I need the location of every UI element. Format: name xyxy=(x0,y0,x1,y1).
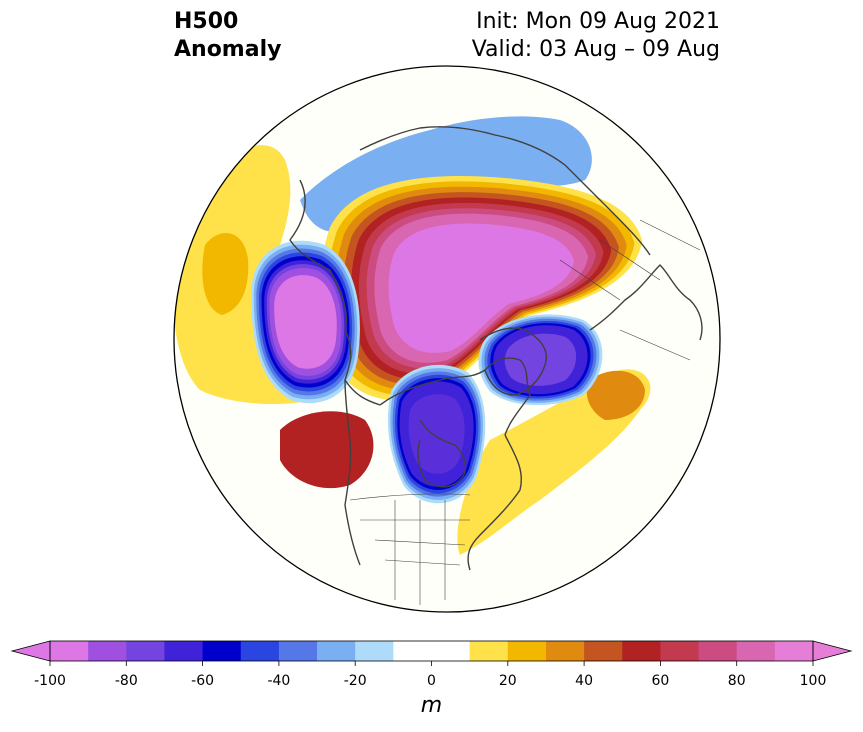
border-us-canada xyxy=(349,493,471,501)
coastline-us-west xyxy=(344,379,361,566)
colorbar-tick-label: -40 xyxy=(267,673,290,689)
border-us-states xyxy=(360,500,470,605)
anomaly-core xyxy=(202,233,249,315)
colorbar-bin xyxy=(698,641,738,661)
colorbar-tick-label: -20 xyxy=(344,673,367,689)
colorbar-tick-label: 80 xyxy=(728,673,746,689)
valid-time-text: Valid: 03 Aug – 09 Aug xyxy=(471,37,720,62)
colorbar-bin xyxy=(469,641,509,661)
init-time-text: Init: Mon 09 Aug 2021 xyxy=(476,9,720,34)
anomaly-hudson-trough xyxy=(387,364,486,504)
anomaly-atlantic-ridge xyxy=(586,370,645,420)
colorbar-bin xyxy=(88,641,127,661)
colorbar-bin xyxy=(660,641,700,661)
colorbar-bin xyxy=(317,641,356,661)
colorbar-bin xyxy=(774,641,814,661)
colorbar-tick-label: 0 xyxy=(427,673,436,689)
colorbar-tick-label: -60 xyxy=(191,673,214,689)
colorbar-tick-label: -80 xyxy=(115,673,138,689)
colorbar-bin xyxy=(431,641,471,661)
colorbar-tick-label: -100 xyxy=(34,673,66,689)
anomaly-core xyxy=(408,394,465,474)
coastline-canada-arctic xyxy=(379,357,531,436)
coastline-hudson-bay xyxy=(417,419,467,488)
colorbar-tick-label: 40 xyxy=(575,673,593,689)
colorbar-bin xyxy=(736,641,776,661)
colorbar-tick-label: 60 xyxy=(651,673,669,689)
colorbar-bin xyxy=(126,641,165,661)
anomaly-western-ridge-inner xyxy=(202,233,249,315)
colorbar-tick-label: 100 xyxy=(800,673,827,689)
anomaly-arctic-ridge xyxy=(320,175,643,401)
map-title: H500 Anomaly xyxy=(174,8,281,64)
anomaly-scandinavia-trough xyxy=(478,314,603,406)
globe-outline xyxy=(173,65,721,613)
polar-map xyxy=(173,65,721,613)
colorbar-extend-low xyxy=(10,640,51,662)
colorbar-bin xyxy=(393,641,432,661)
anomaly-core xyxy=(388,223,574,353)
anomaly-core xyxy=(274,275,337,369)
anomaly-core xyxy=(174,145,330,405)
coastline-us-east xyxy=(467,434,522,571)
colorbar-tick-label: 20 xyxy=(499,673,517,689)
title-line-variable: H500 xyxy=(174,9,239,34)
colorbar-bin xyxy=(622,641,661,661)
anomaly-core xyxy=(504,333,577,386)
coastline-siberia xyxy=(359,126,651,256)
colorbar-bin xyxy=(355,641,394,661)
colorbar-bin xyxy=(545,641,585,661)
anomaly-alaska-trough xyxy=(251,240,360,404)
anomaly-field xyxy=(174,116,703,605)
colorbar-bin xyxy=(50,641,89,661)
colorbar-bin xyxy=(202,641,242,661)
anomaly-core xyxy=(465,131,566,166)
colorbar-bin xyxy=(240,641,280,661)
colorbar-bin xyxy=(584,641,623,661)
anomaly-western-ridge-outer xyxy=(174,145,330,405)
colorbar-unit-label: m xyxy=(420,693,443,718)
colorbar: -100 -80 -60 -40 -20 0 20 40 60 80 100 xyxy=(10,640,853,689)
valid-time-block: Init: Mon 09 Aug 2021 Valid: 03 Aug – 09… xyxy=(472,8,720,64)
anomaly-siberia-trough xyxy=(465,131,566,166)
coastline-greenland xyxy=(479,327,547,396)
coastline-europe xyxy=(589,264,703,341)
title-line-anomaly: Anomaly xyxy=(174,37,282,62)
anomaly-core xyxy=(586,370,645,420)
colorbar-bin xyxy=(164,641,204,661)
border-eurasia xyxy=(559,219,701,361)
colorbar-bin xyxy=(278,641,318,661)
colorbar-extend-high xyxy=(812,640,853,662)
coastline-alaska xyxy=(289,179,381,406)
colorbar-bin xyxy=(507,641,547,661)
